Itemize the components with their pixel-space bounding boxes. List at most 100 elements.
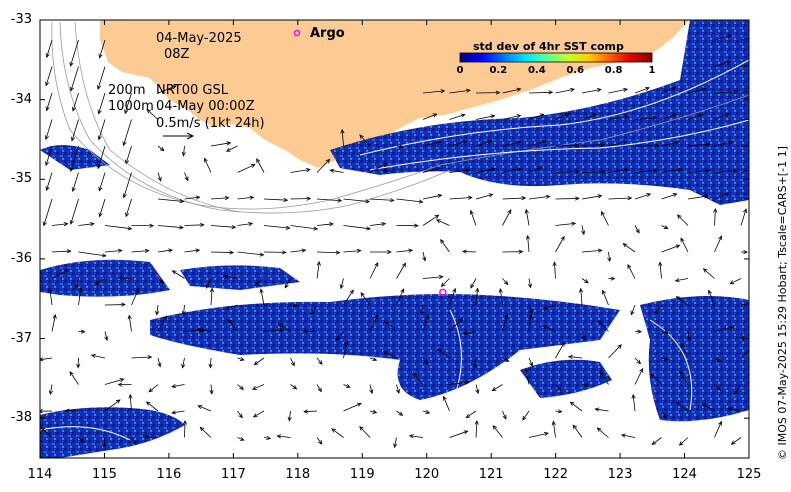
current-arrow [422,357,429,365]
current-arrow [502,410,507,420]
current-arrow [259,288,265,306]
current-arrow [97,92,106,115]
current-arrow [661,86,677,94]
current-arrow [369,198,395,203]
current-arrow [237,195,255,200]
current-arrow [449,287,457,306]
current-arrow [45,39,53,59]
current-arrow [555,143,580,148]
current-arrow [237,436,245,441]
current-arrow [343,248,362,253]
current-arrow [567,354,583,360]
current-arrow [75,278,80,290]
current-vectors [40,34,749,449]
current-arrow [578,287,584,306]
current-arrow [76,357,81,369]
colorbar-tick-label: 0.6 [566,65,585,76]
current-arrow [528,90,554,95]
current-arrow [369,249,392,255]
x-tick-label: 118 [285,467,311,482]
current-arrow [40,426,53,438]
x-tick-label: 120 [414,467,440,482]
current-arrow [225,145,238,152]
current-arrow [237,410,243,419]
current-arrow [555,341,565,359]
current-arrow [131,248,150,253]
current-arrow [601,289,609,306]
current-arrow [422,314,430,332]
current-arrow [740,91,749,94]
current-arrow [71,92,79,112]
current-arrow [396,248,414,253]
current-arrow [634,357,642,365]
current-arrow [620,433,636,438]
current-arrow [48,288,53,306]
current-arrow [184,222,205,228]
current-arrow [277,323,291,332]
current-arrow [396,262,406,279]
current-arrow [71,172,79,193]
current-arrow [383,351,397,359]
current-arrow [449,168,472,173]
current-arrow [385,320,397,332]
colorbar-title: std dev of 4hr SST comp [473,40,624,53]
current-arrow [329,168,344,173]
current-arrow [581,169,607,175]
current-arrow [45,172,53,192]
current-arrow [714,325,735,332]
current-arrow [359,426,371,438]
current-arrow [449,88,471,94]
current-arrow [422,140,442,147]
current-arrow [634,367,644,385]
current-arrow [316,158,331,173]
current-arrow [263,435,272,441]
current-arrow [475,114,496,120]
current-arrow [343,340,349,359]
current-arrow [290,167,311,173]
current-arrow [608,196,633,201]
x-tick-label: 114 [27,467,53,482]
current-arrow [157,172,162,182]
current-arrow [599,370,609,385]
current-arrow [740,198,749,200]
current-arrow [369,357,378,362]
current-arrow [199,426,212,438]
current-arrow [157,248,174,253]
current-arrow [552,261,557,279]
colorbar-tick-label: 0.2 [489,65,508,76]
current-arrow [131,288,140,306]
current-arrow [581,225,586,236]
current-arrow [237,384,244,391]
current-arrow [740,145,749,147]
current-arrow [51,222,69,227]
current-arrow [449,380,470,385]
current-arrow [256,158,265,173]
argo-float-marker[interactable] [439,288,447,297]
current-arrow [124,92,132,115]
x-tick-label: 119 [349,467,375,482]
current-arrow [740,208,748,226]
current-arrow [196,327,212,332]
current-arrow [287,410,292,422]
current-arrow [594,407,609,412]
current-arrow [227,318,238,332]
current-arrow [462,331,477,336]
current-arrow [155,304,160,316]
current-arrow [522,410,530,421]
current-arrow [316,250,341,255]
colorbar-tick-label: 1 [648,65,656,76]
current-arrow [184,195,201,200]
current-arrow [473,357,478,369]
x-tick-label: 122 [543,467,569,482]
current-arrow [555,113,570,120]
current-arrow [331,428,344,438]
current-arrow [45,66,53,87]
argo-legend-label: Argo [310,26,345,41]
colorbar [459,52,653,63]
current-arrow [45,92,53,112]
current-arrow [581,194,603,200]
current-arrow [157,198,185,204]
current-arrow [440,238,450,253]
current-arrow [78,221,95,227]
current-arrow [343,383,351,388]
